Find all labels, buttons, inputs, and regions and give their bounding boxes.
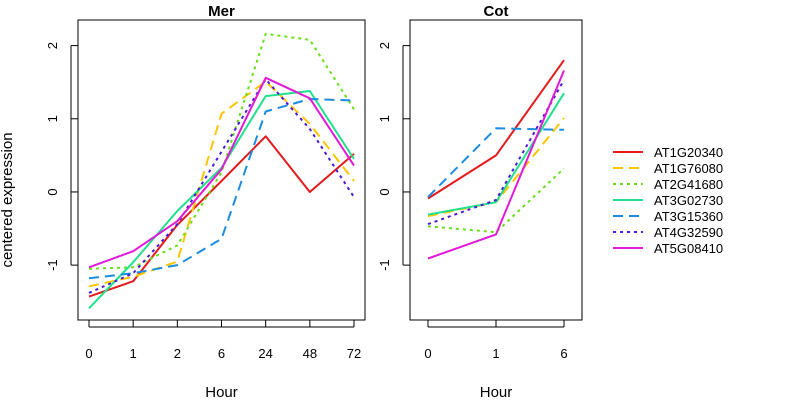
legend-label: AT2G41680 (654, 177, 723, 192)
legend-item: AT5G08410 (613, 241, 723, 256)
series-line-at3g15360 (427, 127, 565, 198)
legend-item: AT4G32590 (613, 225, 723, 240)
y-axis-title: centered expression (0, 132, 16, 267)
y-tick-label: 1 (377, 115, 392, 122)
legend-item: AT2G41680 (613, 177, 723, 192)
x-tick-label: 6 (218, 346, 225, 361)
series-line-at2g41680 (88, 32, 355, 270)
panel-mer: Mer 0 1 2 6 24 48 72 Hour -1 0 1 2 (45, 3, 366, 400)
panel-cot: Cot 0 1 6 Hour -1 0 1 2 (377, 3, 583, 400)
legend-item: AT1G76080 (613, 161, 723, 176)
x-tick-label: 1 (492, 346, 499, 361)
legend-label: AT1G20340 (654, 145, 723, 160)
x-tick-label: 0 (424, 346, 431, 361)
x-tick-label: 0 (85, 346, 92, 361)
x-tick-label: 1 (130, 346, 137, 361)
series-line-at2g41680 (427, 167, 565, 234)
legend-label: AT1G76080 (654, 161, 723, 176)
legend-label: AT3G02730 (654, 193, 723, 208)
legend-label: AT4G32590 (654, 225, 723, 240)
series-line-at4g32590 (427, 79, 565, 226)
legend: AT1G20340AT1G76080AT2G41680AT3G02730AT3G… (613, 145, 723, 256)
legend-item: AT3G02730 (613, 193, 723, 208)
x-tick-label: 48 (303, 346, 317, 361)
y-tick-label: 1 (45, 115, 60, 122)
x-tick-label: 24 (258, 346, 272, 361)
plot-frame (409, 19, 583, 321)
panel-title: Cot (484, 3, 509, 20)
legend-label: AT3G15360 (654, 209, 723, 224)
y-tick-label: 0 (45, 188, 60, 195)
chart-panels: Mer 0 1 2 6 24 48 72 Hour -1 0 1 2 Cot 0 1 6 Hour -1 0 1 2 (45, 3, 583, 400)
panel-title: Mer (208, 3, 235, 20)
x-axis-title: Hour (205, 384, 238, 400)
x-tick-label: 2 (174, 346, 181, 361)
series-line-at1g76080 (88, 80, 355, 288)
y-tick-label: 0 (377, 188, 392, 195)
y-tick-label: -1 (45, 259, 60, 271)
x-tick-label: 72 (347, 346, 361, 361)
series-line-at5g08410 (88, 76, 355, 269)
legend-item: AT3G15360 (613, 209, 723, 224)
series-line-at5g08410 (427, 70, 565, 260)
y-tick-label: -1 (377, 259, 392, 271)
x-axis-title: Hour (480, 384, 513, 400)
series-line-at4g32590 (88, 78, 355, 294)
y-tick-label: 2 (377, 42, 392, 49)
legend-label: AT5G08410 (654, 241, 723, 256)
legend-item: AT1G20340 (613, 145, 723, 160)
series-line-at3g02730 (427, 92, 565, 216)
series-line-at1g20340 (427, 59, 565, 200)
x-tick-label: 6 (560, 346, 567, 361)
y-tick-label: 2 (45, 42, 60, 49)
series-line-at1g20340 (88, 135, 355, 298)
